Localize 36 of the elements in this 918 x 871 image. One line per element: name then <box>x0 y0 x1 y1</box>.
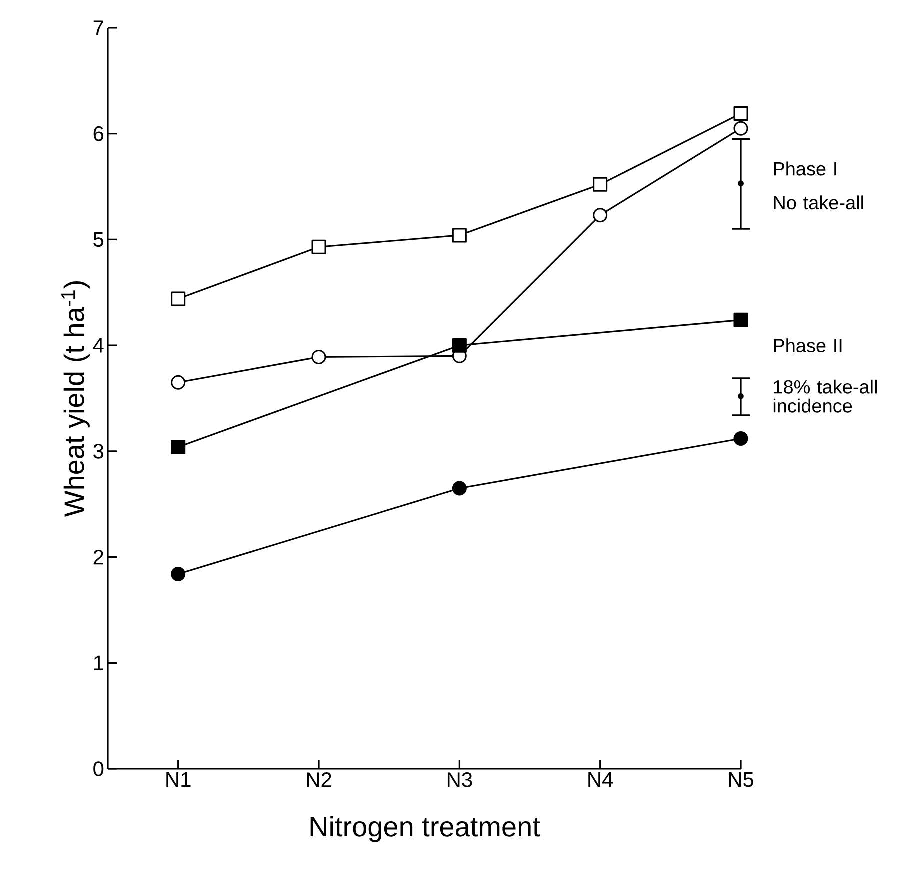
point <box>738 393 744 400</box>
point <box>734 106 748 121</box>
point <box>452 228 467 243</box>
text: No take-all <box>774 196 864 210</box>
x-tick-label: N3 <box>448 772 472 788</box>
x-tick-label: N5 <box>729 772 754 788</box>
y-tick-label: 7 <box>94 20 104 36</box>
y-axis-title: Wheat yield (t ha$^{-1}$) <box>62 282 90 518</box>
y-tick-label: 5 <box>94 232 104 248</box>
x-axis-title: Nitrogen treatment <box>310 816 540 842</box>
point <box>171 440 186 454</box>
point <box>734 312 748 328</box>
point <box>734 431 748 446</box>
x-tick-label: N2 <box>307 772 332 788</box>
point <box>312 350 326 364</box>
text: Phase II <box>774 338 842 353</box>
point <box>593 208 608 223</box>
point <box>312 240 326 254</box>
y-tick-label: 0 <box>94 762 104 776</box>
y-tick-label: 2 <box>94 550 104 565</box>
x-tick-label: N1 <box>166 772 191 787</box>
y-tick-label: 3 <box>94 444 104 459</box>
point <box>738 180 744 187</box>
point <box>171 566 186 582</box>
point <box>171 292 186 306</box>
text: 18% take-all incidence <box>774 380 877 413</box>
point <box>171 375 186 390</box>
y-tick-label: 1 <box>94 656 104 670</box>
y-tick-label: 4 <box>93 338 104 353</box>
point <box>593 177 608 192</box>
point <box>452 338 467 353</box>
y-tick-label: 6 <box>94 126 104 142</box>
text: Phase I <box>774 162 836 176</box>
x-tick-label: N4 <box>588 772 614 787</box>
point <box>452 481 467 496</box>
point <box>734 121 748 136</box>
